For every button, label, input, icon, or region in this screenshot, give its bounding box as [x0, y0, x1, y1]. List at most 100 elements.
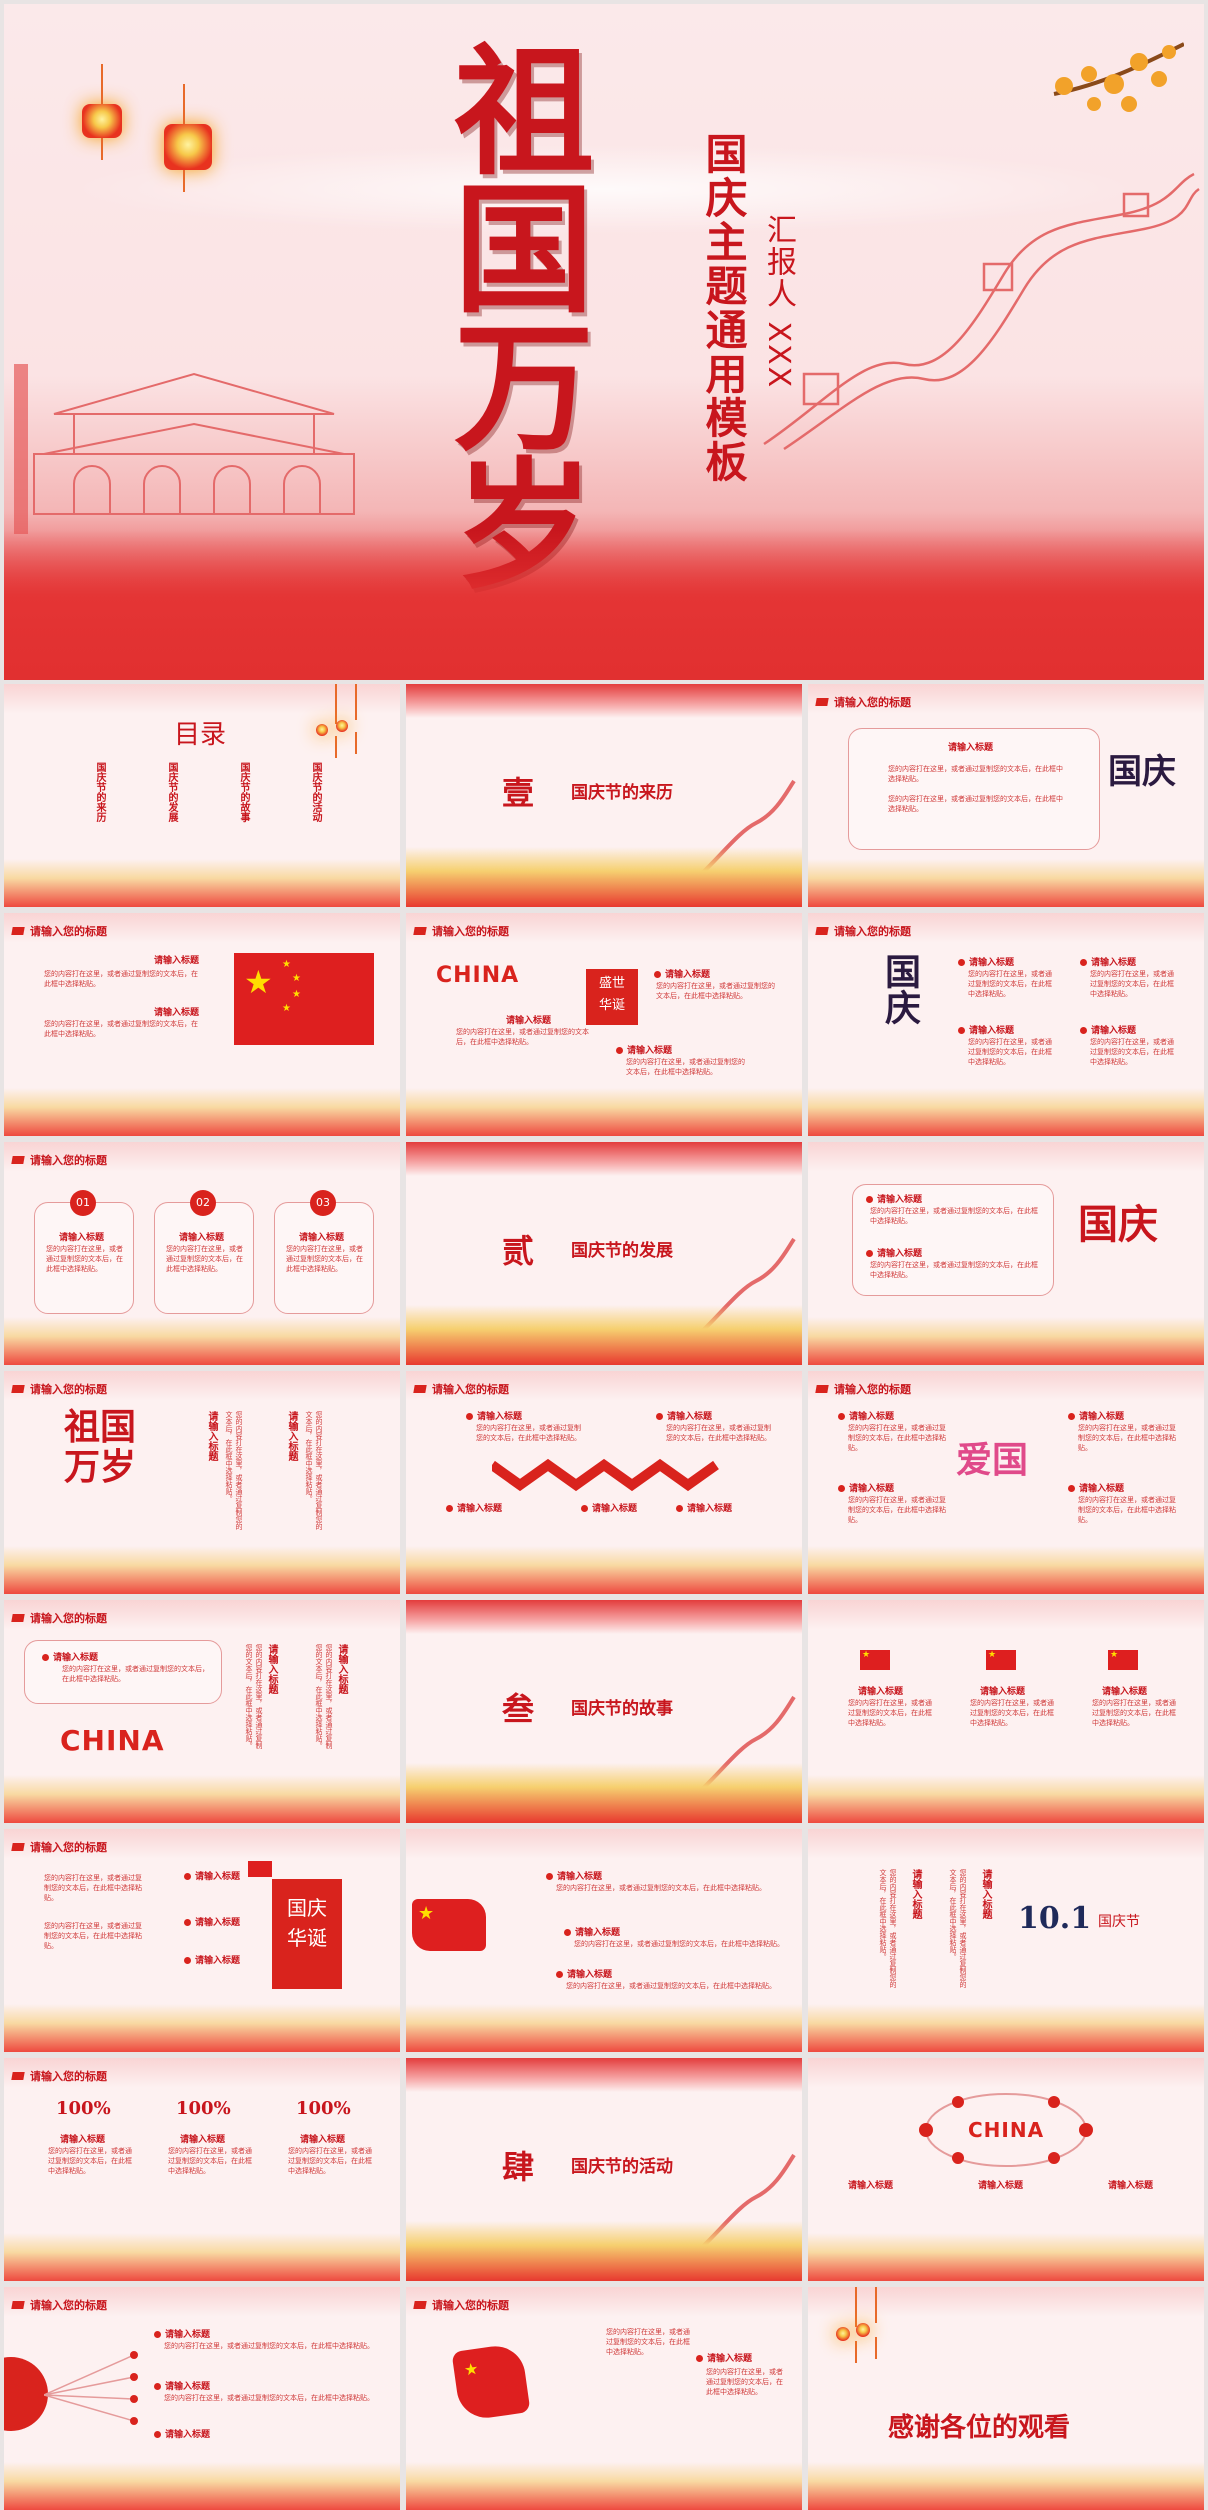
toc-title: 目录 [174, 720, 227, 750]
section-title: 国庆节的故事 [571, 1699, 673, 1719]
toc-item-4[interactable]: 国庆节的活动 [310, 762, 321, 822]
body-text: 您的内容打在这里，或者通过复制您的文本后，在此框中选择粘贴。 [46, 1245, 123, 1273]
sub-label: 请输入标题 [866, 1246, 922, 1259]
body-text: 您的内容打在这里，或者通过复制您的文本后，在此框中选择粘贴。 [225, 1411, 243, 1530]
lantern-icon [336, 684, 357, 754]
section-number: 肆 [502, 2148, 535, 2186]
guoqing-calligraphy: 国庆 [1078, 1201, 1158, 1248]
slide-header: 请输入您的标题 [12, 2297, 107, 2313]
slide-flag-3[interactable]: 请输入您的标题 ★ 请输入标题 您的内容打在这里，或者通过复制您的文本后，在此框… [406, 2287, 802, 2510]
toc-item-3[interactable]: 国庆节的故事 [238, 762, 249, 822]
percent-value: 100% [176, 2098, 231, 2119]
slide-header: 请输入您的标题 [816, 923, 911, 939]
zuguo-wansui-calligraphy: 祖国 万岁 [64, 1406, 137, 1488]
guoqing-huadan-badge: 国庆 华诞 [272, 1879, 342, 1989]
slide-header: 请输入您的标题 [414, 1381, 509, 1397]
china-text: CHINA [60, 1724, 165, 1757]
sub-label: 请输入标题 [1068, 1409, 1124, 1422]
sub-label: 请输入标题 [300, 2135, 346, 2145]
slide-section-1[interactable]: 壹 国庆节的来历 [406, 684, 802, 907]
sub-label: 请输入标题 [980, 1687, 1026, 1697]
body-text: 您的内容打在这里，或者通过复制您的文本后，在此框中选择粘贴。 [1092, 1699, 1176, 1727]
body-text: 您的内容打在这里，或者通过复制您的文本后，在此框中选择粘贴。 [305, 1411, 323, 1530]
body-text: 您的内容打在这里，或者通过复制您的文本后，在此框中选择粘贴。 [606, 2328, 690, 2356]
sub-label: 请输入标题 [910, 1869, 921, 1919]
slide-numbers[interactable]: 请输入您的标题 01 02 03 请输入标题 您的内容打在这里，或者通过复制您的… [4, 1142, 400, 1365]
sub-label: 请输入标题 [506, 1016, 552, 1026]
china-ring-diagram [919, 2093, 1093, 2167]
body-text: 您的内容打在这里，或者通过复制您的文本后，在此框中选择粘贴。 [44, 1922, 142, 1950]
slide-china-1[interactable]: 请输入您的标题 CHINA 盛世 华诞 请输入标题 您的内容打在这里，或者通过复制… [406, 913, 802, 1136]
content-card [34, 1202, 134, 1314]
body-text: 您的内容打在这里，或者通过复制您的文本后，在此框中选择粘贴。 [970, 1699, 1054, 1727]
sub-label: 请输入标题 [676, 1501, 732, 1514]
slide-toc[interactable]: 目录 国庆节的来历 国庆节的发展 国庆节的故事 国庆节的活动 [4, 684, 400, 907]
slide-fan-diagram[interactable]: 请输入您的标题 请输入标题 您的内容打在这里，或者通过复制您的文本后，在此框中选… [4, 2287, 400, 2510]
body-text: 您的内容打在这里，或者通过复制您的文本后，在此框中选择粘贴。 [288, 2147, 372, 2175]
body-text: 您的内容打在这里，或者通过复制您的文本后，在此框中选择粘贴。 [848, 1424, 946, 1452]
slide-content-2[interactable]: 请输入您的标题 国庆 请输入标题 您的内容打在这里，或者通过复制您的文本后，在此… [808, 913, 1204, 1136]
slide-content-3[interactable]: 请输入标题 您的内容打在这里，或者通过复制您的文本后，在此框中选择粘贴。 请输入… [808, 1142, 1204, 1365]
slide-content-1[interactable]: 请输入您的标题 请输入标题 您的内容打在这里，或者通过复制您的文本后，在此框中选… [808, 684, 1204, 907]
slide-china-2[interactable]: 请输入您的标题 请输入标题 您的内容打在这里，或者通过复制您的文本后，在此框中选… [4, 1600, 400, 1823]
lantern-icon [836, 2287, 857, 2363]
sub-label: 请输入标题 [180, 2135, 226, 2145]
sub-label: 请输入标题 [656, 1409, 712, 1422]
sub-label: 请输入标题 [564, 1925, 620, 1938]
cover-subtitle: 国庆主题通用模板 [699, 132, 748, 484]
body-text: 您的内容打在这里，或者通过复制您的文本后，在此框中选择粘贴。 [44, 1874, 142, 1902]
slide-header: 请输入您的标题 [414, 2297, 509, 2313]
aiguo-calligraphy: 爱国 [956, 1439, 1029, 1481]
body-text: 您的内容打在这里，或者通过复制您的文本后，在此框中选择粘贴。 [476, 1424, 581, 1442]
sub-label: 请输入标题 [1080, 1023, 1136, 1036]
slide-percent[interactable]: 请输入您的标题 100% 100% 100% 请输入标题 您的内容打在这里，或者… [4, 2058, 400, 2281]
body-text: 您的内容打在这里，或者通过复制您的文本后，在此框中选择粘贴。 [1078, 1424, 1176, 1452]
body-text: 您的内容打在这里，或者通过复制您的文本后，在此框中选择粘贴。 [656, 982, 775, 1000]
slide-flag-2[interactable]: ★ 请输入标题 您的内容打在这里，或者通过复制您的文本后，在此框中选择粘贴。 请… [406, 1829, 802, 2052]
slide-header: 请输入您的标题 [414, 923, 509, 939]
sub-label: 请输入标题 [866, 1192, 922, 1205]
slide-section-4[interactable]: 肆 国庆节的活动 [406, 2058, 802, 2281]
slide-header: 请输入您的标题 [816, 694, 911, 710]
slide-wave[interactable]: 请输入您的标题 请输入标题 您的内容打在这里，或者通过复制您的文本后，在此框中选… [406, 1371, 802, 1594]
lantern-icon [82, 64, 122, 160]
fan-lines [44, 2351, 138, 2425]
guoqingjie-text: 国庆节 [1098, 1914, 1140, 1930]
body-text: 您的内容打在这里，或者通过复制您的文本后，在此框中选择粘贴。 [245, 1644, 263, 1749]
sub-label: 请输入标题 [978, 2181, 1024, 2191]
slide-three-flags[interactable]: ★ ★ ★ 请输入标题 您的内容打在这里，或者通过复制您的文本后，在此框中选择粘… [808, 1600, 1204, 1823]
cloud-band [64, 144, 1144, 234]
slide-thanks[interactable]: 感谢各位的观看 [808, 2287, 1204, 2510]
oct-1st-text: 10.1 [1018, 1901, 1092, 1936]
body-text: 您的内容打在这里，或者通过复制您的文本后，在此框中选择粘贴。 [968, 1038, 1052, 1066]
sub-label: 请输入标题 [446, 1501, 502, 1514]
sub-label: 请输入标题 [466, 1409, 522, 1422]
body-text: 您的内容打在这里，或者通过复制您的文本后，在此框中选择粘贴。 [315, 1644, 333, 1749]
slide-guoqing-huadan[interactable]: 请输入您的标题 您的内容打在这里，或者通过复制您的文本后，在此框中选择粘贴。 请… [4, 1829, 400, 2052]
slide-china-3[interactable]: CHINA 请输入标题 请输入标题 请输入标题 [808, 2058, 1204, 2281]
slide-flag-1[interactable]: 请输入您的标题 请输入标题 您的内容打在这里，或者通过复制您的文本后，在此框中选… [4, 913, 400, 1136]
slide-section-3[interactable]: 叁 国庆节的故事 [406, 1600, 802, 1823]
guoqing-calligraphy: 国庆 [879, 953, 921, 1025]
slide-header: 请输入您的标题 [12, 923, 107, 939]
body-text: 您的内容打在这里，或者通过复制您的文本后，在此框中选择粘贴。 [456, 1028, 589, 1046]
toc-item-1[interactable]: 国庆节的来历 [94, 762, 105, 822]
sub-label: 请输入标题 [60, 2135, 106, 2145]
toc-item-2[interactable]: 国庆节的发展 [166, 762, 177, 822]
slide-101[interactable]: 请输入标题 您的内容打在这里，或者通过复制您的文本后，在此框中选择粘贴。 请输入… [808, 1829, 1204, 2052]
body-text: 您的内容打在这里，或者通过复制您的文本后，在此框中选择粘贴。 [666, 1424, 771, 1442]
lantern-icon [856, 2287, 877, 2359]
sub-label: 请输入标题 [858, 1687, 904, 1697]
cover-slide[interactable]: 祖 国 万 岁 国庆主题通用模板 汇报人 XXX [4, 4, 1204, 680]
thanks-message: 感谢各位的观看 [888, 2413, 1071, 2443]
body-text: 您的内容打在这里，或者通过复制您的文本后，在此框中选择粘贴。 [164, 2342, 374, 2350]
slide-aiguo[interactable]: 请输入您的标题 请输入标题 您的内容打在这里，或者通过复制您的文本后，在此框中选… [808, 1371, 1204, 1594]
body-text: 您的内容打在这里，或者通过复制您的文本后，在此框中选择粘贴。 [848, 1496, 946, 1524]
slide-zuguo[interactable]: 请输入您的标题 祖国 万岁 请输入标题 您的内容打在这里，或者通过复制您的文本后，… [4, 1371, 400, 1594]
body-text: 您的内容打在这里，或者通过复制您的文本后，在此框中选择粘贴。 [949, 1869, 967, 1988]
waving-flag-image: ★ [451, 2342, 531, 2422]
red-ink-wash [4, 530, 1204, 680]
slide-header: 请输入您的标题 [816, 1381, 911, 1397]
cover-reporter: 汇报人 XXX [761, 214, 796, 390]
slide-section-2[interactable]: 贰 国庆节的发展 [406, 1142, 802, 1365]
